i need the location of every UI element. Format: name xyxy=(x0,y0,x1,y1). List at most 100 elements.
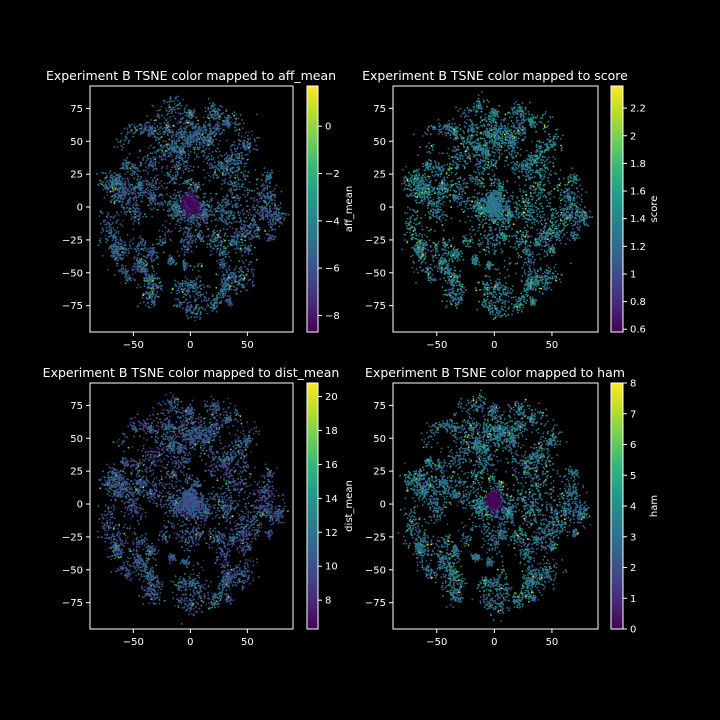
scatter-point xyxy=(122,186,124,188)
scatter-point xyxy=(265,212,267,214)
scatter-point xyxy=(242,279,244,281)
scatter-point xyxy=(203,286,205,288)
scatter-point xyxy=(173,208,175,210)
scatter-point xyxy=(242,142,244,144)
scatter-point xyxy=(154,127,156,129)
scatter-point xyxy=(107,222,109,224)
scatter-point xyxy=(178,149,180,151)
scatter-point xyxy=(204,219,206,221)
scatter-point xyxy=(208,98,210,100)
scatter-point xyxy=(254,140,256,142)
scatter-point xyxy=(186,220,188,222)
scatter-point xyxy=(147,270,149,272)
scatter-point xyxy=(181,288,183,290)
scatter-point xyxy=(206,300,208,302)
scatter-point xyxy=(129,153,131,155)
scatter-point xyxy=(221,286,223,288)
scatter-point xyxy=(124,272,126,274)
scatter-point xyxy=(187,246,189,248)
scatter-point xyxy=(257,225,259,227)
scatter-point xyxy=(147,187,149,189)
scatter-point xyxy=(174,126,176,128)
scatter-point xyxy=(249,239,251,241)
scatter-point xyxy=(223,289,225,291)
scatter-point xyxy=(247,159,249,161)
scatter-point xyxy=(174,103,176,105)
scatter-point xyxy=(154,136,156,138)
scatter-point xyxy=(246,283,248,285)
scatter-point xyxy=(197,123,199,125)
scatter-point xyxy=(222,174,224,176)
scatter-point xyxy=(254,247,256,249)
scatter-point xyxy=(272,208,274,210)
scatter-point xyxy=(195,300,197,302)
scatter-point xyxy=(146,183,148,185)
scatter-point xyxy=(169,196,171,198)
scatter-point xyxy=(178,104,180,106)
scatter-point xyxy=(132,223,134,225)
scatter-point xyxy=(101,232,103,234)
scatter-point xyxy=(145,240,147,242)
scatter-point xyxy=(223,124,225,126)
scatter-point xyxy=(238,133,240,135)
scatter-point xyxy=(247,154,249,156)
scatter-point xyxy=(192,306,194,308)
scatter-point xyxy=(199,221,201,223)
scatter-point xyxy=(225,293,227,295)
scatter-point xyxy=(214,170,216,172)
scatter-point xyxy=(190,312,192,314)
scatter-point xyxy=(228,251,230,253)
scatter-point xyxy=(125,269,127,271)
scatter-point xyxy=(203,154,205,156)
scatter-point xyxy=(210,238,212,240)
scatter-point xyxy=(190,233,192,235)
scatter-point xyxy=(167,134,169,136)
scatter-point xyxy=(190,305,192,307)
scatter-point xyxy=(201,263,203,265)
scatter-point xyxy=(153,192,155,194)
scatter-point xyxy=(200,137,202,139)
scatter-point xyxy=(165,156,167,158)
scatter-point xyxy=(216,230,218,232)
scatter-point xyxy=(120,239,122,241)
scatter-point xyxy=(106,230,108,232)
scatter-point xyxy=(214,162,216,164)
scatter-point xyxy=(203,240,205,242)
scatter-point xyxy=(169,223,171,225)
scatter-point xyxy=(134,248,136,250)
scatter-point xyxy=(207,172,209,174)
scatter-point xyxy=(222,251,224,253)
scatter-point xyxy=(156,110,158,112)
scatter-point xyxy=(238,139,240,141)
scatter-point xyxy=(120,243,122,245)
scatter-point xyxy=(155,139,157,141)
scatter-point xyxy=(173,193,175,195)
scatter-point xyxy=(169,200,171,202)
scatter-point xyxy=(250,250,252,252)
scatter-point xyxy=(154,202,156,204)
scatter-point xyxy=(224,117,226,119)
scatter-point xyxy=(198,148,200,150)
scatter-point xyxy=(150,158,152,160)
scatter-point xyxy=(189,302,191,304)
scatter-point xyxy=(175,196,177,198)
scatter-point xyxy=(210,245,212,247)
scatter-point xyxy=(177,174,179,176)
scatter-point xyxy=(156,255,158,257)
scatter-point xyxy=(225,157,227,159)
scatter-point xyxy=(223,239,225,241)
scatter-point xyxy=(221,218,223,220)
scatter-point xyxy=(179,286,181,288)
scatter-point xyxy=(110,228,112,230)
scatter-point xyxy=(225,120,227,122)
scatter-point xyxy=(203,299,205,301)
scatter-point xyxy=(116,254,118,256)
scatter-point xyxy=(184,301,186,303)
scatter-point xyxy=(231,144,233,146)
scatter-point xyxy=(194,283,196,285)
scatter-point xyxy=(129,244,131,246)
scatter-point xyxy=(251,236,253,238)
scatter-point xyxy=(153,270,155,272)
scatter-point xyxy=(233,215,235,217)
scatter-point xyxy=(226,194,228,196)
